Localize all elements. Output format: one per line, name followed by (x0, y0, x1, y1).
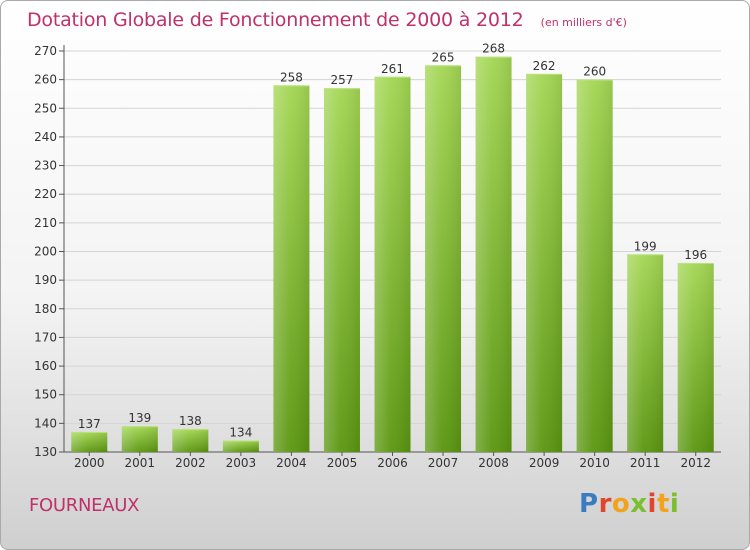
x-tick-label: 2000 (74, 456, 105, 470)
x-tick-label: 2012 (680, 456, 711, 470)
data-label: 262 (533, 59, 556, 73)
x-tick-label: 2011 (630, 456, 661, 470)
proxiti-logo[interactable]: Proxiti (579, 489, 679, 519)
data-label: 268 (482, 42, 505, 56)
x-tick-label: 2010 (579, 456, 610, 470)
y-tick-label: 230 (34, 159, 57, 173)
x-tick-label: 2007 (428, 456, 459, 470)
x-tick-label: 2008 (478, 456, 509, 470)
labels: 130 140 150 160 170 180 190 200 210 220 230 240 250 2… (34, 42, 711, 470)
x-tick-label: 2004 (276, 456, 307, 470)
y-tick-label: 130 (34, 445, 57, 459)
logo-letter: P (579, 489, 599, 519)
data-label: 138 (179, 414, 202, 428)
y-tick-label: 160 (34, 359, 57, 373)
y-tick-label: 220 (34, 187, 57, 201)
logo-letter: t (656, 489, 670, 519)
bar-shine (374, 76, 411, 453)
y-tick-label: 190 (34, 273, 57, 287)
y-tick-label: 200 (34, 245, 57, 259)
title-row: Dotation Globale de Fonctionnement de 20… (27, 9, 627, 31)
x-tick-label: 2006 (377, 456, 408, 470)
bar-shine (576, 79, 613, 453)
bar-shine (526, 73, 563, 453)
logo-letter: i (669, 489, 680, 519)
y-tick-label: 250 (34, 101, 57, 115)
y-tick-label: 180 (34, 302, 57, 316)
x-tick-label: 2009 (529, 456, 560, 470)
bar-shine (172, 429, 209, 452)
logo-letter: o (611, 489, 631, 519)
x-tick-label: 2005 (327, 456, 358, 470)
bar-shine (627, 254, 664, 452)
bar-shine (425, 65, 462, 453)
data-label: 260 (583, 65, 606, 79)
data-label: 196 (684, 248, 707, 262)
bar-shine (677, 262, 714, 452)
x-tick-label: 2003 (226, 456, 257, 470)
bar-shine (71, 431, 108, 452)
chart-subtitle: (en milliers d'€) (540, 16, 627, 29)
x-tick-label: 2002 (175, 456, 206, 470)
data-label: 139 (128, 411, 151, 425)
logo-letter: x (630, 489, 648, 519)
data-label: 265 (432, 50, 455, 64)
bar-shine (222, 440, 259, 452)
logo-letter: i (647, 489, 657, 519)
data-label: 258 (280, 70, 303, 84)
commune-name: FOURNEAUX (29, 495, 140, 516)
chart-title: Dotation Globale de Fonctionnement de 20… (27, 9, 524, 31)
bar-shine (121, 426, 158, 452)
y-tick-label: 270 (34, 44, 57, 58)
data-label: 261 (381, 62, 404, 76)
data-label: 134 (229, 426, 252, 440)
bar-shine (273, 85, 310, 452)
y-tick-label: 170 (34, 330, 57, 344)
y-tick-label: 140 (34, 416, 57, 430)
data-label: 137 (78, 417, 101, 431)
bar-shine (323, 88, 360, 452)
logo-letter: r (598, 489, 612, 519)
bars (71, 56, 714, 453)
data-label: 257 (331, 73, 354, 87)
y-tick-label: 240 (34, 130, 57, 144)
bar-shine (475, 56, 512, 452)
y-tick-label: 210 (34, 216, 57, 230)
data-label: 199 (634, 239, 657, 253)
y-tick-label: 150 (34, 388, 57, 402)
x-tick-label: 2001 (125, 456, 156, 470)
y-tick-label: 260 (34, 73, 57, 87)
